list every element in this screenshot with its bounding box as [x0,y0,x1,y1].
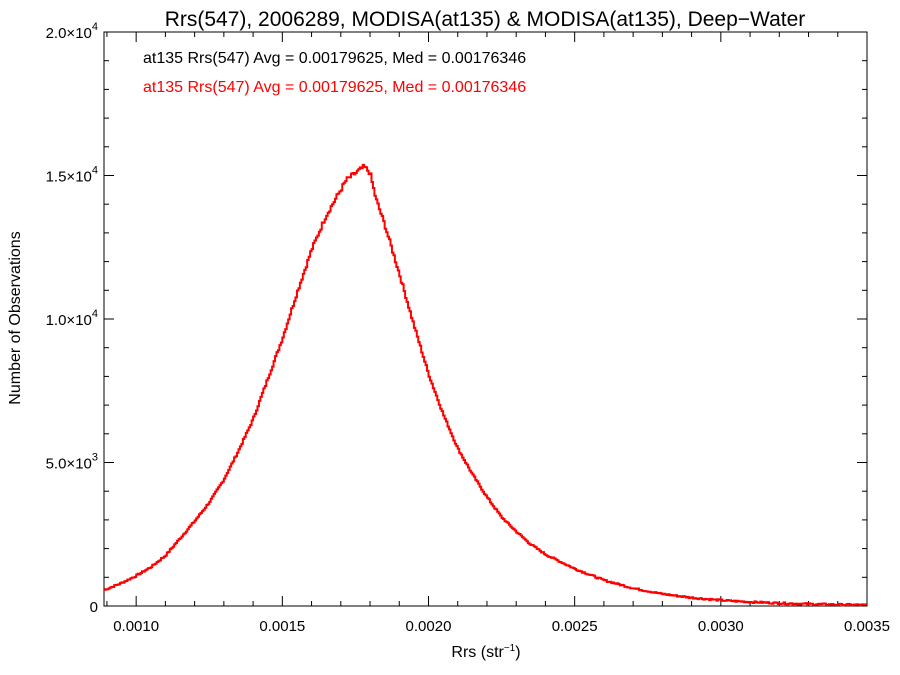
y-tick-label-mantissa: 1.0×10 [46,312,92,329]
x-axis-label-end: ) [515,644,520,661]
x-tick-label: 0.0030 [698,618,744,635]
y-tick-label: 1.5×104 [46,165,98,186]
chart-title: Rrs(547), 2006289, MODISA(at135) & MODIS… [165,8,806,31]
y-tick-label-mantissa: 5.0×10 [46,456,92,473]
y-tick-label: 2.0×104 [46,21,98,42]
x-axis: 0.0010 0.0015 0.0020 0.0025 0.0030 0.0035 [106,32,890,635]
annotation-black: at135 Rrs(547) Avg = 0.00179625, Med = 0… [143,50,526,67]
x-tick-label: 0.0015 [259,618,305,635]
y-tick-label-mantissa: 2.0×10 [46,25,92,42]
plot-frame [103,31,868,607]
y-tick-label-exponent: 4 [92,21,98,33]
y-tick-label: 0 [90,599,98,616]
y-tick-label-exponent: 3 [92,452,98,464]
y-tick-label-mantissa: 1.5×10 [46,169,92,186]
y-tick-label: 5.0×103 [46,452,98,473]
y-axis-label: Number of Observations [7,231,24,404]
x-axis-label-superscript: −1 [504,643,516,654]
series-histogram-line [104,163,867,607]
y-tick-label-exponent: 4 [92,308,98,320]
annotation-red: at135 Rrs(547) Avg = 0.00179625, Med = 0… [143,79,526,96]
y-tick-label-mantissa: 0 [90,599,98,616]
x-tick-label: 0.0020 [406,618,452,635]
x-tick-label: 0.0010 [113,618,159,635]
x-axis-label: Rrs (str−1) [451,643,520,661]
x-tick-label: 0.0035 [844,618,890,635]
y-tick-label: 1.0×104 [46,308,98,329]
y-tick-label-exponent: 4 [92,165,98,177]
x-tick-label: 0.0025 [552,618,598,635]
x-axis-label-main: Rrs (str [451,644,504,661]
